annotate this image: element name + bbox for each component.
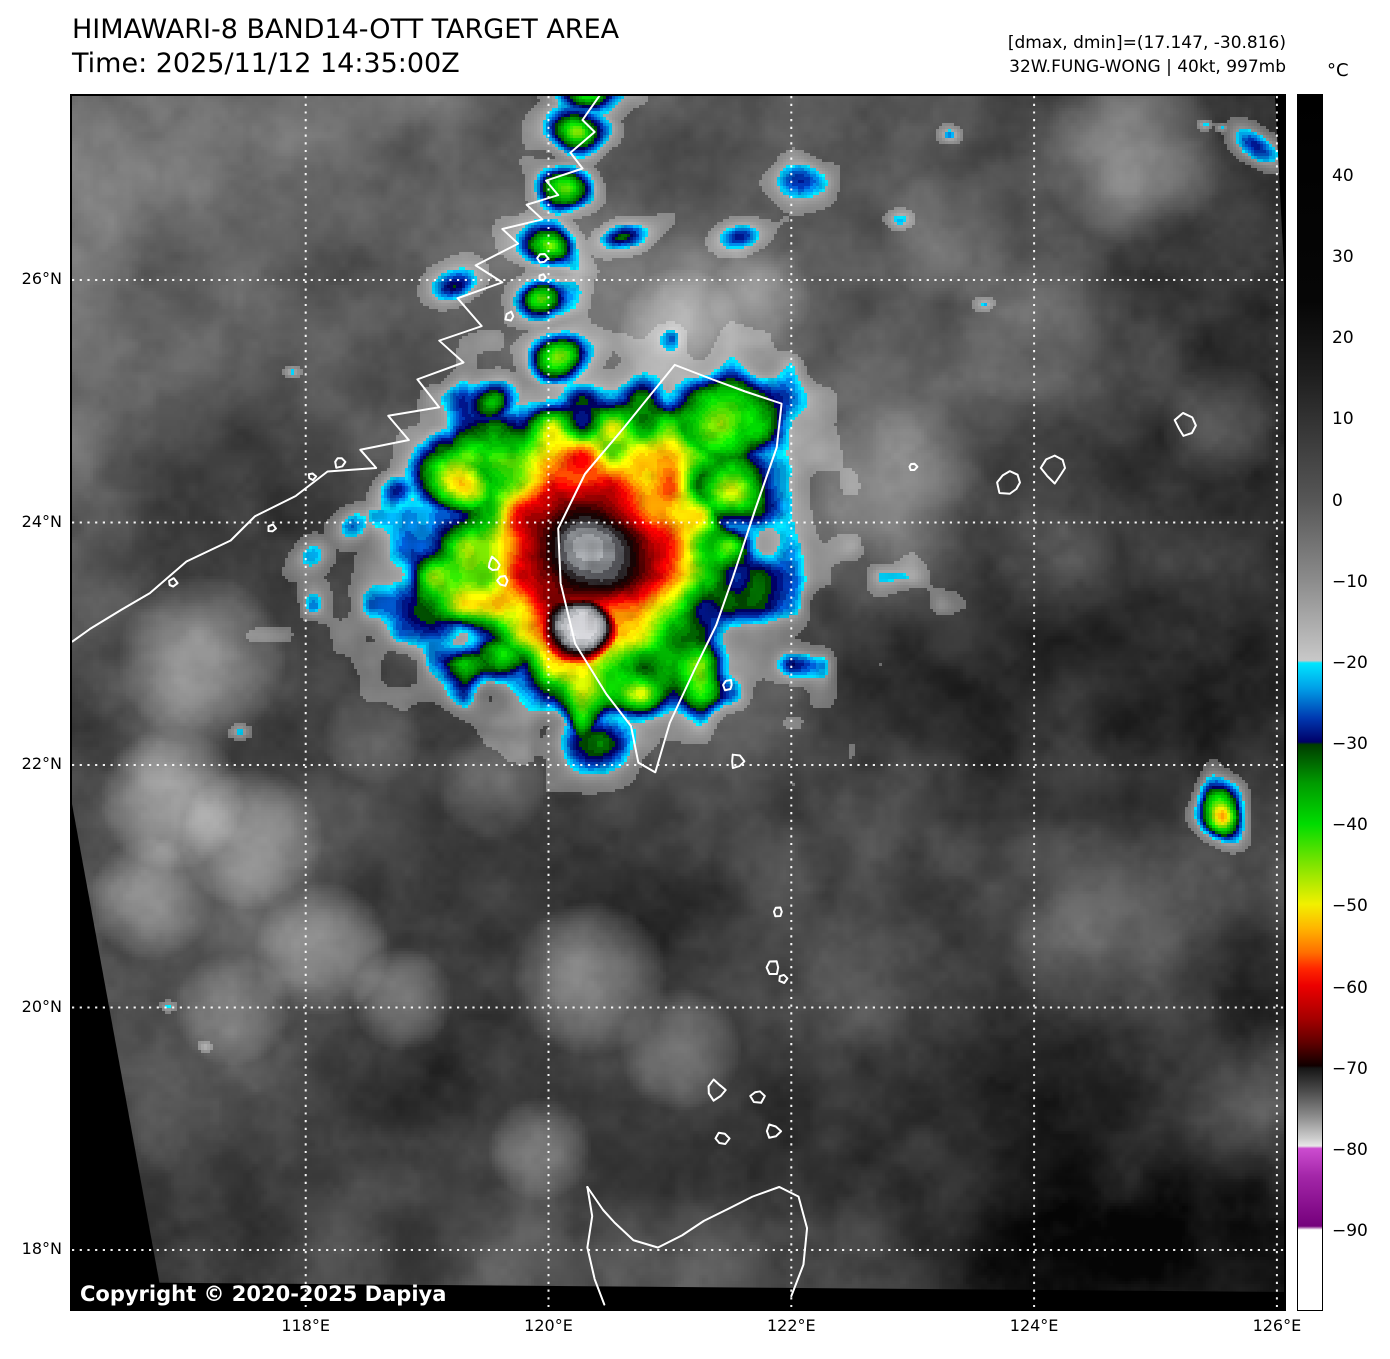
lon-label-118: 118°E bbox=[281, 1316, 331, 1335]
colorbar-tick--30: −30 bbox=[1332, 734, 1368, 755]
colorbar-tick--70: −70 bbox=[1332, 1058, 1368, 1079]
lon-label-122: 122°E bbox=[766, 1316, 816, 1335]
colorbar-tick-20: 20 bbox=[1332, 328, 1354, 349]
lon-label-120: 120°E bbox=[524, 1316, 573, 1335]
satellite-image-canvas bbox=[72, 96, 1284, 1309]
colorbar-tick--80: −80 bbox=[1332, 1139, 1368, 1160]
lon-label-124: 124°E bbox=[1009, 1316, 1059, 1335]
lon-label-126: 126°E bbox=[1252, 1316, 1302, 1335]
copyright-text: Copyright © 2020-2025 Dapiya bbox=[80, 1282, 447, 1306]
colorbar-tick-30: 30 bbox=[1332, 246, 1354, 267]
temperature-colorbar bbox=[1297, 94, 1323, 1311]
colorbar-unit-label: °C bbox=[1327, 60, 1349, 81]
page-title: HIMAWARI-8 BAND14-OTT TARGET AREA bbox=[72, 14, 620, 45]
storm-info-readout: 32W.FUNG-WONG | 40kt, 997mb bbox=[1009, 57, 1286, 77]
colorbar-tick--50: −50 bbox=[1332, 896, 1368, 917]
lat-label-18: 18°N bbox=[21, 1239, 62, 1258]
timestamp-line: Time: 2025/11/12 14:35:00Z bbox=[72, 48, 460, 79]
colorbar-tick--20: −20 bbox=[1332, 652, 1368, 673]
colorbar-tick--90: −90 bbox=[1332, 1221, 1368, 1242]
lat-label-20: 20°N bbox=[21, 996, 62, 1016]
dmax-dmin-readout: [dmax, dmin]=(17.147, -30.816) bbox=[1007, 33, 1286, 53]
colorbar-tick-10: 10 bbox=[1332, 409, 1354, 430]
colorbar-tick--60: −60 bbox=[1332, 977, 1368, 998]
lat-label-26: 26°N bbox=[21, 269, 62, 288]
lat-label-24: 24°N bbox=[21, 511, 62, 531]
lat-label-22: 22°N bbox=[21, 754, 62, 773]
colorbar-tick-40: 40 bbox=[1332, 165, 1354, 186]
map-frame: Copyright © 2020-2025 Dapiya bbox=[70, 94, 1286, 1311]
colorbar-tick--40: −40 bbox=[1332, 815, 1368, 836]
colorbar-tick-0: 0 bbox=[1332, 490, 1343, 511]
colorbar-tick--10: −10 bbox=[1332, 571, 1368, 592]
